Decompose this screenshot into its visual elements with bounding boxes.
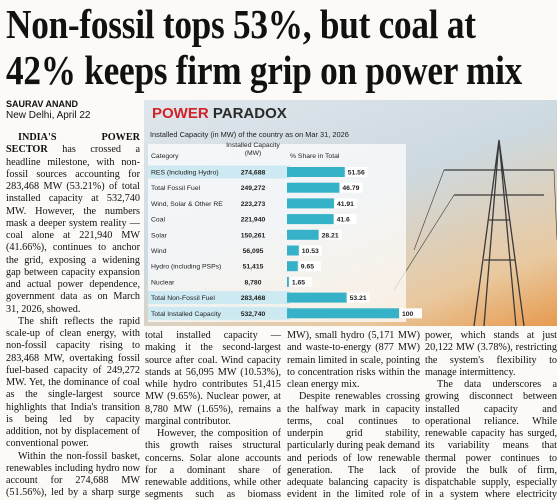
share-bar [287, 229, 319, 240]
headline: 42% keeps firm grip on power mix [6, 47, 523, 93]
category: Nuclear [151, 279, 175, 286]
share-label-bg [319, 229, 342, 240]
share-bar [287, 214, 334, 225]
paragraph: power, which stands at just 20,122 MW (3… [425, 330, 557, 378]
paragraph: total installed capacity — making it the… [145, 330, 281, 427]
capacity: 283,468 [241, 295, 266, 302]
column-header: Category [151, 153, 179, 160]
category: Total Fossil Fuel [151, 185, 201, 192]
share-label: 41.6 [337, 217, 350, 224]
category: Total Installed Capacity [151, 311, 221, 318]
subtitle: Installed Capacity (in MW) of the countr… [150, 130, 349, 139]
capacity: 223,273 [241, 201, 266, 208]
body-column: power, which stands at just 20,122 MW (3… [425, 330, 557, 500]
category: Solar [151, 232, 168, 239]
body-column: INDIA'S POWER SECTOR has crossed a headl… [6, 132, 140, 500]
share-bar [287, 276, 289, 287]
share-bar [287, 167, 345, 177]
column-header: Installed Capacity (MW) [226, 142, 280, 157]
column-header: % Share in Total [290, 153, 340, 160]
paragraph: However, the composition of this growth … [145, 428, 281, 500]
share-label-bg [334, 198, 357, 209]
share-label-bg [347, 292, 370, 303]
row-highlight [148, 165, 290, 179]
title-part: POWER [152, 105, 209, 122]
paragraph: Despite renewables crossing the halfway … [287, 391, 420, 500]
share-label: 10.53 [302, 248, 319, 255]
tower-illustration [393, 139, 557, 326]
paragraph: The data underscores a growing disconnec… [425, 379, 557, 500]
share-label-bg [298, 261, 321, 272]
category: Wind [151, 248, 167, 255]
capacity: 8,780 [244, 279, 261, 286]
headline: Non-fossil tops 53%, but coal at [6, 1, 476, 47]
author: SAURAV ANAND [6, 99, 78, 109]
paragraph: Within the non-fossil basket, renewables… [6, 450, 140, 500]
paragraph: INDIA'S POWER SECTOR has crossed a headl… [6, 132, 140, 316]
capacity: 274,688 [241, 170, 266, 177]
share-label: 41.91 [337, 201, 354, 208]
body-column: MW), small hydro (5,171 MW) and waste-to… [287, 330, 420, 500]
share-label: 51.56 [348, 170, 365, 177]
column-header-box: Installed Capacity (MW) [226, 142, 280, 157]
share-label: 1.65 [292, 279, 305, 286]
category: Coal [151, 217, 165, 224]
share-label-bg [334, 214, 357, 225]
capacity: 56,095 [243, 248, 264, 255]
lead-in: INDIA'S POWER SECTOR [6, 132, 140, 156]
share-label: 46.79 [342, 185, 359, 192]
row-highlight [148, 306, 290, 320]
share-bar [287, 245, 299, 256]
share-label: 9.65 [301, 264, 314, 271]
share-bar [287, 292, 347, 303]
share-label: 53.21 [350, 295, 367, 302]
paragraph: The shift reflects the rapid scale-up of… [6, 315, 140, 450]
title-part: PARADOX [213, 105, 287, 122]
capacity: 51,415 [243, 264, 264, 271]
capacity: 249,272 [241, 185, 266, 192]
category: RES (Including Hydro) [151, 170, 219, 177]
dateline: New Delhi, April 22 [6, 110, 91, 121]
paragraph: MW), small hydro (5,171 MW) and waste-to… [287, 330, 420, 390]
body-column: total installed capacity — making it the… [145, 330, 281, 500]
share-label-bg [400, 308, 422, 319]
capacity: 532,740 [241, 311, 266, 318]
category: Hydro (including PSPs) [151, 264, 221, 271]
share-bar [287, 198, 334, 209]
infographic: POWER PARADOX Installed Capacity (in MW) … [144, 100, 557, 326]
capacity: 221,940 [241, 217, 266, 224]
share-label: 28.21 [322, 232, 339, 239]
infographic-title: POWER PARADOX [152, 105, 287, 122]
infographic-graphics: POWER PARADOX Installed Capacity (in MW) … [148, 105, 557, 326]
share-bar [287, 182, 340, 193]
share-bar [287, 308, 399, 319]
capacity: 150,261 [241, 232, 266, 239]
row-highlight [148, 291, 290, 305]
share-bar [287, 261, 298, 272]
share-label-bg [299, 245, 322, 256]
paragraph-text: has crossed a headline milestone, with n… [6, 144, 140, 315]
share-label-bg [340, 182, 363, 193]
share-label: 100 [402, 311, 414, 318]
share-label-bg [345, 167, 368, 177]
category: Wind, Solar & Other RE [151, 201, 223, 208]
share-label-bg [289, 276, 312, 287]
category: Total Non-Fossil Fuel [151, 295, 215, 302]
